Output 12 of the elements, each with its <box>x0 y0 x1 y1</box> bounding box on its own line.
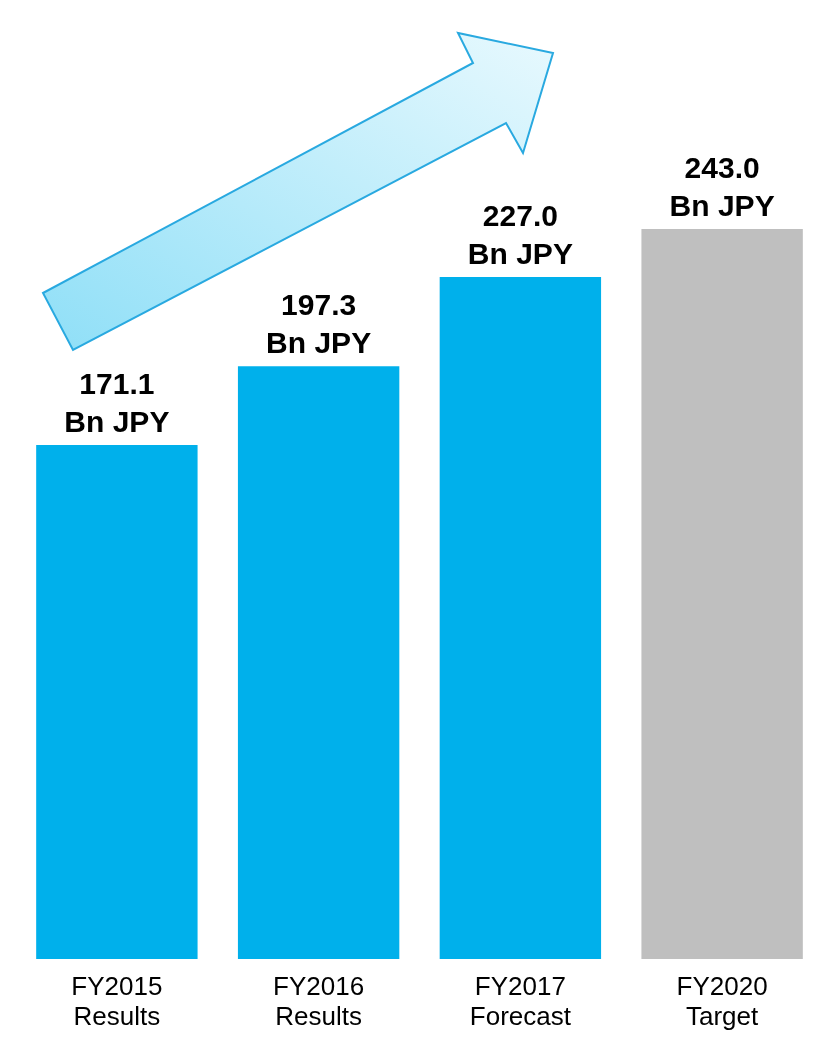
bar <box>641 229 803 959</box>
bar <box>439 277 602 959</box>
bar <box>237 366 400 959</box>
data-label: 243.0 Bn JPY <box>669 150 775 222</box>
data-label: 227.0 Bn JPY <box>467 198 573 270</box>
data-label: 197.3 Bn JPY <box>266 287 372 359</box>
x-tick-label: FY2020 Target <box>676 971 768 1031</box>
bar <box>36 445 198 959</box>
data-label: 171.1 Bn JPY <box>64 366 170 438</box>
x-tick-label: FY2016 Results <box>273 971 365 1031</box>
x-tick-label: FY2015 Results <box>71 971 163 1031</box>
x-tick-label: FY2017 Forecast <box>469 971 572 1031</box>
